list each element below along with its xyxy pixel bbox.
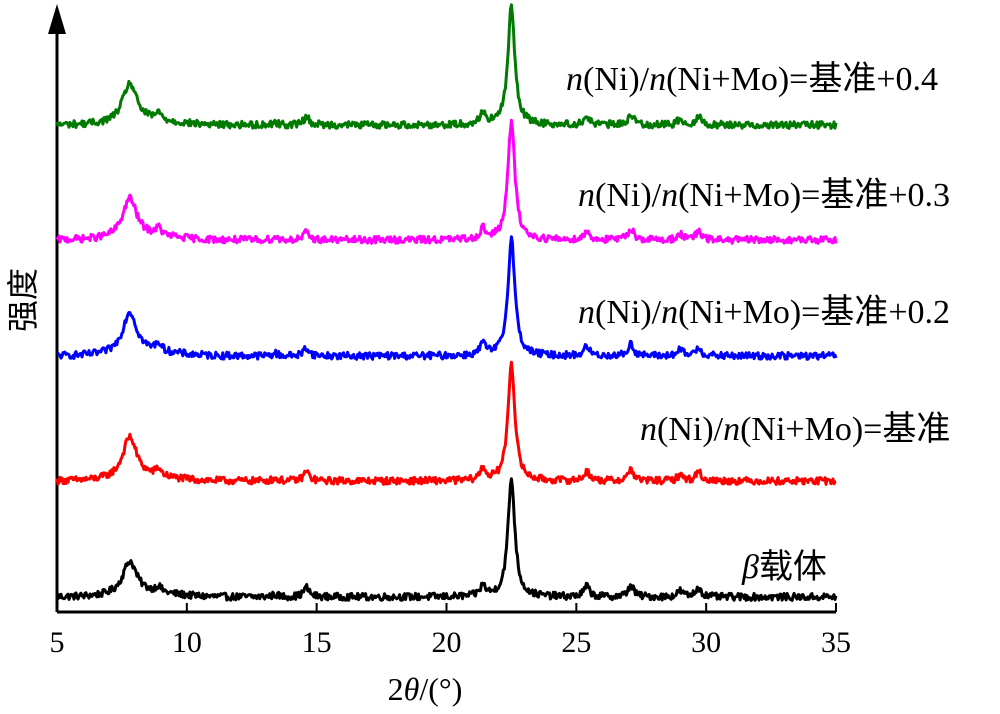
- x-axis-label: 2θ/(°): [388, 671, 463, 707]
- x-tick-label: 15: [302, 626, 332, 659]
- series-layer: [55, 3, 838, 602]
- y-axis-label: 强度: [4, 268, 42, 332]
- x-tick-label: 10: [172, 626, 202, 659]
- y-axis-arrow: [48, 4, 66, 34]
- series-line: [55, 118, 838, 245]
- x-tick-label: 35: [821, 626, 851, 659]
- x-tick-label: 30: [691, 626, 721, 659]
- x-tick-label: 5: [50, 626, 65, 659]
- series-label: β载体: [741, 548, 827, 586]
- x-tick-label: 20: [432, 626, 462, 659]
- x-ticks: 5 10 15 20 25 30 35: [50, 603, 851, 659]
- series-label: n(Ni)/n(Ni+Mo)=基准+0.2: [578, 293, 950, 331]
- series-label: n(Ni)/n(Ni+Mo)=基准+0.4: [566, 60, 938, 98]
- series-line: [55, 477, 838, 602]
- series-line: [55, 3, 838, 130]
- series-line: [56, 235, 838, 361]
- series-label: n(Ni)/n(Ni+Mo)=基准: [640, 410, 950, 448]
- series-labels: β载体 n(Ni)/n(Ni+Mo)=基准 n(Ni)/n(Ni+Mo)=基准+0.…: [566, 60, 950, 586]
- x-tick-label: 25: [561, 626, 591, 659]
- series-label: n(Ni)/n(Ni+Mo)=基准+0.3: [578, 176, 950, 214]
- series-line: [55, 360, 837, 486]
